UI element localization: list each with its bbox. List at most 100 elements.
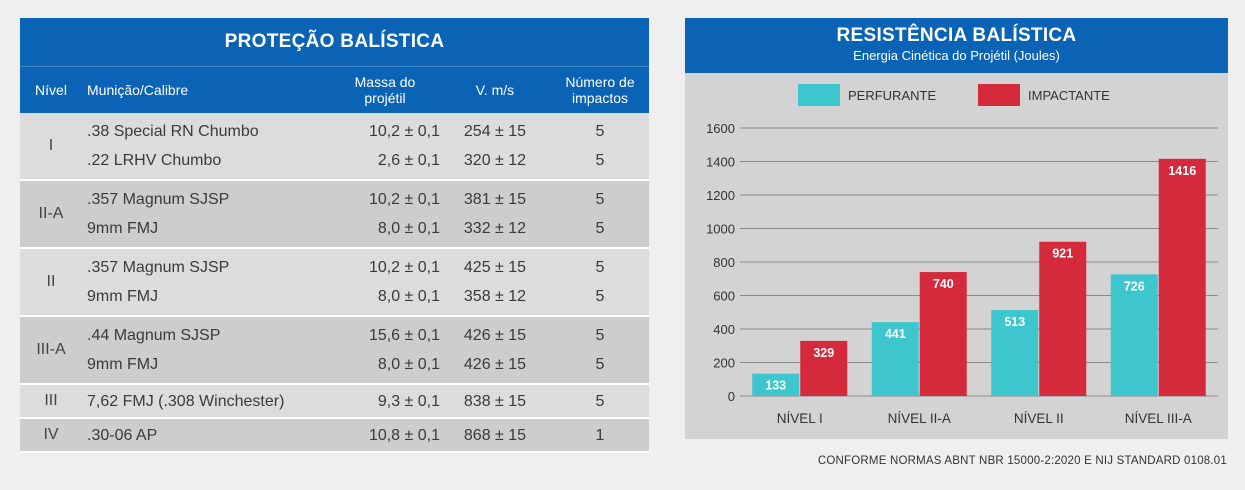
velocity-cell: 838 ± 15 — [463, 392, 527, 410]
table-row: .357 Magnum SJSP 10,2 ± 0,1 381 ± 15 5 — [20, 185, 649, 214]
ammo-cell: .22 LRHV Chumbo — [87, 151, 222, 169]
x-category-label: NÍVEL II — [1014, 411, 1064, 426]
chart-title: RESISTÊNCIA BALÍSTICA — [836, 25, 1077, 46]
mass-cell: 15,6 ± 0,1 — [368, 326, 440, 344]
legend-label-perfurante: PERFURANTE — [848, 88, 937, 103]
table-row: .30-06 AP 10,8 ± 0,1 868 ± 15 1 — [20, 421, 649, 450]
x-category-label: NÍVEL I — [777, 411, 823, 426]
impacts-cell: 1 — [595, 426, 605, 444]
impacts-cell: 5 — [595, 151, 605, 169]
ballistic-resistance-chart: RESISTÊNCIA BALÍSTICA Energia Cinética d… — [685, 18, 1228, 439]
nivel-cell: II-A — [38, 205, 64, 222]
impacts-cell: 5 — [595, 326, 605, 344]
bar-value-label: 441 — [885, 327, 906, 341]
nivel-cell: II — [46, 273, 56, 290]
mass-cell: 2,6 ± 0,1 — [377, 151, 440, 169]
mass-cell: 8,0 ± 0,1 — [377, 287, 440, 305]
table-group: II-A .357 Magnum SJSP 10,2 ± 0,1 381 ± 15 5 9… — [20, 181, 649, 249]
y-tick-label: 600 — [713, 289, 735, 304]
velocity-cell: 426 ± 15 — [463, 326, 527, 344]
mass-cell: 10,2 ± 0,1 — [368, 258, 440, 276]
bar-value-label: 329 — [813, 346, 834, 360]
impacts-cell: 5 — [595, 219, 605, 237]
bar-value-label: 1416 — [1168, 164, 1196, 178]
legend-label-impactante: IMPACTANTE — [1028, 88, 1110, 103]
table-row: .38 Special RN Chumbo 10,2 ± 0,1 254 ± 15 5 — [20, 117, 649, 146]
bar-value-label: 921 — [1052, 247, 1073, 261]
velocity-cell: 320 ± 12 — [463, 151, 527, 169]
mass-cell: 10,2 ± 0,1 — [368, 190, 440, 208]
nivel-cell: III — [44, 392, 58, 409]
chart-plot: 0 200 400 600 800 1000 1200 1400 1600 133 329 NÍVEL… — [706, 121, 1218, 426]
velocity-cell: 358 ± 12 — [463, 287, 527, 305]
table-row: .44 Magnum SJSP 15,6 ± 0,1 426 ± 15 5 — [20, 321, 649, 350]
table-header-row: Nível Munição/Calibre Massa do projétil … — [20, 66, 649, 113]
ammo-cell: .357 Magnum SJSP — [87, 258, 230, 276]
header-impactos: Número de impactos — [565, 74, 635, 106]
y-tick-label: 800 — [713, 255, 735, 270]
mass-cell: 8,0 ± 0,1 — [377, 219, 440, 237]
velocity-cell: 868 ± 15 — [463, 426, 527, 444]
bar-value-label: 513 — [1004, 315, 1025, 329]
ammo-cell: .30-06 AP — [87, 426, 158, 444]
legend-swatch-perfurante — [798, 84, 840, 106]
legend-swatch-impactante — [978, 84, 1020, 106]
table-title: PROTEÇÃO BALÍSTICA — [20, 18, 649, 66]
table-row: 7,62 FMJ (.308 Winchester) 9,3 ± 0,1 838 ±… — [20, 387, 649, 416]
impacts-cell: 5 — [595, 392, 605, 410]
table-group: III 7,62 FMJ (.308 Winchester) 9,3 ± 0,1 83… — [20, 385, 649, 419]
table-row: 9mm FMJ 8,0 ± 0,1 358 ± 12 5 — [20, 282, 649, 311]
velocity-cell: 332 ± 12 — [463, 219, 527, 237]
table-group: III-A .44 Magnum SJSP 15,6 ± 0,1 426 ± 15 5 9… — [20, 317, 649, 385]
y-tick-label: 200 — [713, 356, 735, 371]
table-row: .22 LRHV Chumbo 2,6 ± 0,1 320 ± 12 5 — [20, 146, 649, 175]
chart-header: RESISTÊNCIA BALÍSTICA Energia Cinética d… — [685, 18, 1228, 73]
impacts-cell: 5 — [595, 258, 605, 276]
bar-perfurante — [752, 373, 800, 396]
y-tick-label: 1200 — [706, 188, 735, 203]
nivel-cell: IV — [43, 426, 59, 443]
mass-cell: 10,2 ± 0,1 — [368, 122, 440, 140]
bar-value-label: 726 — [1124, 279, 1145, 293]
table-group: II .357 Magnum SJSP 10,2 ± 0,1 425 ± 15 5 9mm… — [20, 249, 649, 317]
ammo-cell: .44 Magnum SJSP — [87, 326, 221, 344]
impacts-cell: 5 — [595, 287, 605, 305]
bar-perfurante — [1110, 274, 1158, 396]
impacts-cell: 5 — [595, 355, 605, 373]
ballistic-protection-table: PROTEÇÃO BALÍSTICA Nível Munição/Calibre… — [20, 18, 649, 453]
header-nivel: Nível — [35, 82, 67, 98]
velocity-cell: 425 ± 15 — [463, 258, 527, 276]
nivel-cell: III-A — [36, 341, 66, 358]
header-velocidade: V. m/s — [475, 82, 515, 98]
impacts-cell: 5 — [595, 122, 605, 140]
y-tick-label: 400 — [713, 322, 735, 337]
velocity-cell: 254 ± 15 — [463, 122, 527, 140]
table-group: IV .30-06 AP 10,8 ± 0,1 868 ± 15 1 — [20, 419, 649, 453]
table-row: .357 Magnum SJSP 10,2 ± 0,1 425 ± 15 5 — [20, 253, 649, 282]
bar-impactante — [800, 340, 848, 396]
table-row: 9mm FMJ 8,0 ± 0,1 332 ± 12 5 — [20, 214, 649, 243]
mass-cell: 8,0 ± 0,1 — [377, 355, 440, 373]
nivel-cell: I — [48, 137, 54, 154]
velocity-cell: 381 ± 15 — [463, 190, 527, 208]
y-tick-label: 1000 — [706, 222, 735, 237]
bar-perfurante — [991, 310, 1039, 396]
bar-impactante — [1158, 158, 1206, 396]
header-municao: Munição/Calibre — [87, 82, 189, 98]
table-body: I .38 Special RN Chumbo 10,2 ± 0,1 254 ± 15… — [20, 113, 649, 453]
bar-impactante — [919, 272, 967, 396]
mass-cell: 9,3 ± 0,1 — [377, 392, 440, 410]
table-row: 9mm FMJ 8,0 ± 0,1 426 ± 15 5 — [20, 350, 649, 379]
standards-footnote: CONFORME NORMAS ABNT NBR 15000-2:2020 E … — [817, 455, 1227, 467]
header-massa: Massa do projétil — [354, 74, 416, 106]
y-tick-label: 1400 — [706, 155, 735, 170]
ammo-cell: 9mm FMJ — [87, 287, 159, 305]
impacts-cell: 5 — [595, 190, 605, 208]
chart-subtitle: Energia Cinética do Projétil (Joules) — [853, 48, 1060, 63]
mass-cell: 10,8 ± 0,1 — [368, 426, 440, 444]
bar-value-label: 740 — [933, 277, 954, 291]
bar-value-label: 133 — [765, 379, 786, 393]
x-category-label: NÍVEL III-A — [1125, 411, 1192, 426]
bar-perfurante — [871, 322, 919, 396]
ammo-cell: 7,62 FMJ (.308 Winchester) — [87, 392, 285, 410]
